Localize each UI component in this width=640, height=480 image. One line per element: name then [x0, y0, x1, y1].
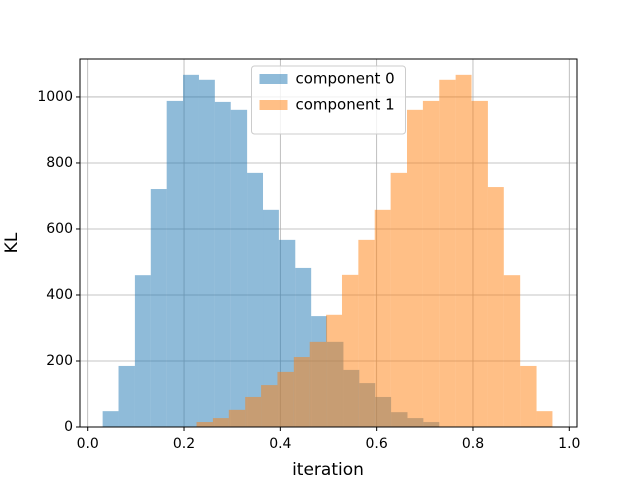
y-tick-label: 600 [46, 221, 73, 237]
histogram-bar [341, 274, 359, 427]
histogram-bar [471, 100, 488, 427]
legend-swatch [259, 100, 288, 110]
histogram-bar [261, 385, 278, 427]
histogram-bar [212, 418, 229, 427]
histogram-bar [214, 101, 231, 428]
histogram-bar [134, 275, 151, 427]
histogram-bar [263, 209, 279, 427]
plot-frame [79, 58, 578, 428]
x-tick-label: 0.6 [366, 436, 388, 452]
y-tick-label: 400 [46, 287, 73, 303]
histogram-bar [230, 109, 248, 427]
histogram-bar [198, 79, 215, 428]
x-tick-label: 0.2 [173, 436, 195, 452]
histogram-bar [245, 396, 262, 427]
histogram-bar [439, 79, 456, 428]
histogram-bar [422, 100, 440, 427]
y-axis-label: KL [2, 232, 22, 253]
histogram-bar [150, 189, 167, 427]
histogram-bar [536, 411, 553, 427]
legend-label: component 1 [296, 96, 395, 114]
histogram-bar [358, 239, 375, 427]
y-tick-label: 0 [64, 419, 73, 435]
histogram-bar [326, 314, 342, 427]
histogram-bar [293, 357, 310, 427]
histogram-bar [455, 74, 472, 427]
histogram-bar [247, 172, 264, 427]
histogram-bar [503, 275, 521, 427]
histogram-bar [102, 411, 119, 427]
legend-swatch [259, 74, 288, 84]
legend-box [251, 65, 406, 135]
x-tick-label: 1.0 [558, 436, 580, 452]
histogram-bar [374, 209, 391, 427]
x-tick-label: 0.4 [269, 436, 291, 452]
legend-label: component 0 [296, 70, 395, 88]
histogram-bar [277, 371, 294, 427]
histogram-bar [183, 74, 199, 427]
histogram-bar [228, 409, 246, 427]
histogram-bar [487, 187, 504, 427]
y-tick-label: 800 [46, 155, 73, 171]
y-tick-label: 200 [46, 353, 73, 369]
histogram-bar [406, 109, 423, 427]
x-tick-label: 0.0 [77, 436, 99, 452]
x-tick-label: 0.8 [462, 436, 484, 452]
histogram-bar [196, 422, 213, 427]
histogram-bar [309, 341, 327, 427]
histogram-bar [520, 365, 537, 427]
histogram-bar [390, 172, 407, 427]
y-tick-label: 1000 [37, 89, 73, 105]
histogram-bar [118, 365, 135, 427]
x-axis-label: iteration [292, 460, 364, 480]
histogram-bar [166, 100, 184, 427]
